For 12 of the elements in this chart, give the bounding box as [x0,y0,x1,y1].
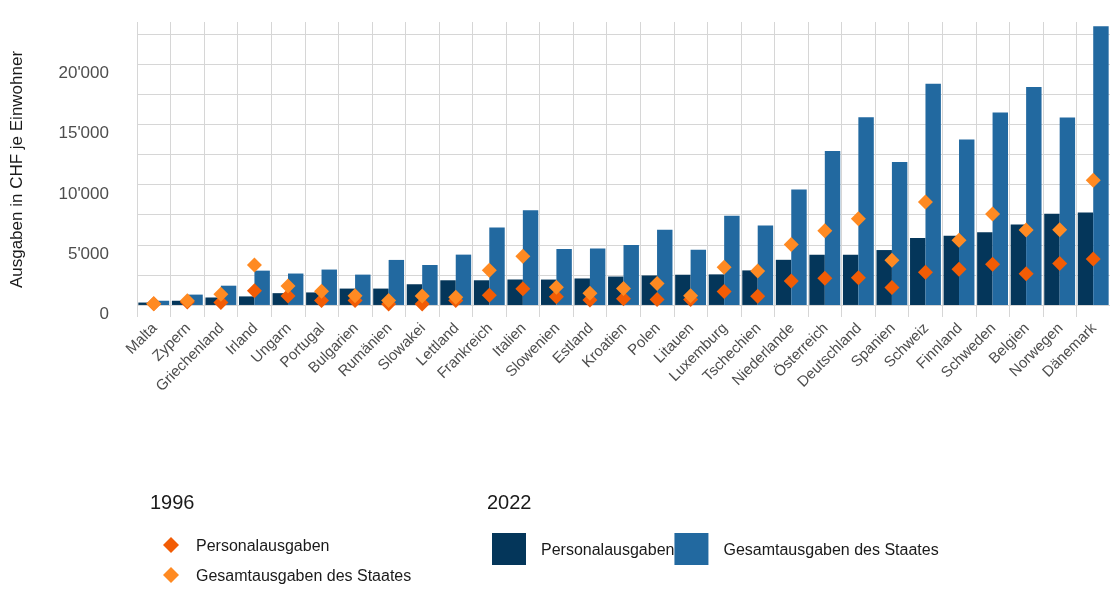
y-tick-label: 5'000 [67,243,109,263]
y-tick-label: 15'000 [58,123,109,143]
legend-label: Gesamtausgaben des Staates [196,566,412,584]
text: 2022 [487,491,532,513]
legend-label: Gesamtausgaben des Staates [723,540,939,558]
y-axis-title: Ausgaben in CHF je Einwohner [7,50,26,289]
text: 1996 [150,491,195,513]
y-tick-label: 0 [99,303,109,323]
y-tick-label: 10'000 [58,183,109,203]
legend-label: Personalausgaben [541,540,675,558]
y-tick-label: 20'000 [58,63,109,83]
legend-label: Personalausgaben [196,536,330,554]
